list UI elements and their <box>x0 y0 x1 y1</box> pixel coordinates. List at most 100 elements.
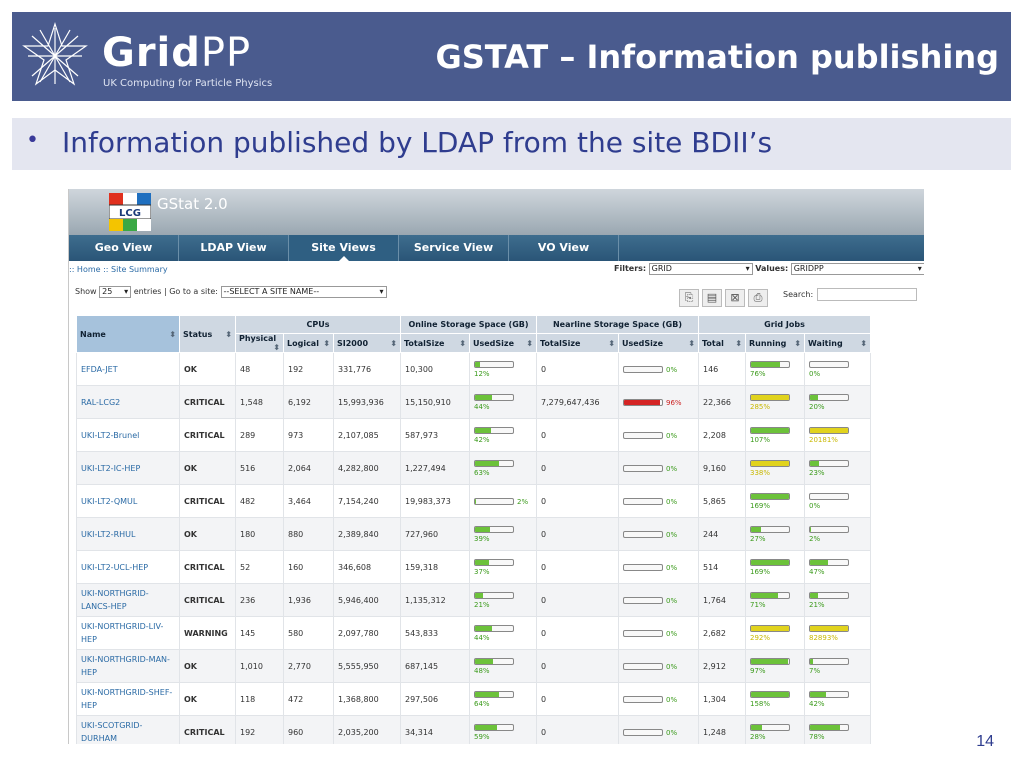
running-progress-bar <box>750 361 790 368</box>
waiting-progress-bar <box>809 526 849 533</box>
on-used-percent: 59% <box>474 733 490 741</box>
name-cell[interactable]: EFDA-JET <box>76 352 180 386</box>
waiting-cell: 78% <box>804 715 871 744</box>
col-logical[interactable]: Logical <box>283 333 334 353</box>
on-used-percent: 39% <box>474 535 490 543</box>
page-size-select[interactable]: 25 <box>99 286 132 298</box>
tab-service-view[interactable]: Service View <box>399 235 509 261</box>
name-cell[interactable]: UKI-NORTHGRID-LANCS-HEP <box>76 583 180 617</box>
table-row[interactable]: EFDA-JET OK 48 192 331,776 10,300 12% 0 0% 146 76%… <box>76 352 871 386</box>
name-cell[interactable]: UKI-LT2-IC-HEP <box>76 451 180 485</box>
col-online-used[interactable]: UsedSize <box>469 333 537 353</box>
on-used-progress-bar <box>474 625 514 632</box>
table-row[interactable]: UKI-LT2-Brunel CRITICAL 289 973 2,107,085 587… <box>76 418 871 452</box>
name-cell[interactable]: UKI-LT2-UCL-HEP <box>76 550 180 584</box>
name-cell[interactable]: UKI-LT2-QMUL <box>76 484 180 518</box>
col-nearline-used[interactable]: UsedSize <box>618 333 699 353</box>
logical-cell: 192 <box>283 352 334 386</box>
table-row[interactable]: UKI-LT2-RHUL OK 180 880 2,389,840 727,960 39% 0… <box>76 517 871 551</box>
running-progress-bar <box>750 559 790 566</box>
running-progress-bar <box>750 592 790 599</box>
name-cell[interactable]: RAL-LCG2 <box>76 385 180 419</box>
search-input[interactable] <box>817 288 918 301</box>
nl-used-bar-group: 0% <box>623 662 694 671</box>
name-cell[interactable]: UKI-NORTHGRID-SHEF-HEP <box>76 682 180 716</box>
table-row[interactable]: UKI-NORTHGRID-MAN-HEP OK 1,010 2,770 5,555,9… <box>76 649 871 683</box>
table-row[interactable]: UKI-LT2-UCL-HEP CRITICAL 52 160 346,608 159,3… <box>76 550 871 584</box>
on-used-bar-group: 42% <box>474 426 532 444</box>
logical-cell: 472 <box>283 682 334 716</box>
physical-cell: 192 <box>235 715 284 744</box>
tab-vo-view[interactable]: VO View <box>509 235 619 261</box>
running-bar-group: 169% <box>750 558 800 576</box>
table-row[interactable]: UKI-SCOTGRID-DURHAM CRITICAL 192 960 2,035,2… <box>76 715 871 744</box>
col-running[interactable]: Running <box>745 333 805 353</box>
tab-site-views[interactable]: Site Views <box>289 235 399 261</box>
values-select[interactable]: GRIDPP <box>790 263 924 275</box>
on-used-percent: 42% <box>474 436 490 444</box>
col-name[interactable]: Name <box>76 315 180 353</box>
on-used-progress-bar <box>474 691 514 698</box>
nl-used-cell: 0% <box>618 550 699 584</box>
nl-used-percent: 0% <box>666 662 678 671</box>
on-used-bar-group: 39% <box>474 525 532 543</box>
running-bar-group: 107% <box>750 426 800 444</box>
name-cell[interactable]: UKI-LT2-RHUL <box>76 517 180 551</box>
nl-used-cell: 0% <box>618 682 699 716</box>
logical-cell: 880 <box>283 517 334 551</box>
table-row[interactable]: UKI-NORTHGRID-LIV-HEP WARNING 145 580 2,097,… <box>76 616 871 650</box>
site-select[interactable]: --SELECT A SITE NAME-- <box>220 286 387 298</box>
running-percent: 292% <box>750 634 771 642</box>
table-row[interactable]: UKI-LT2-QMUL CRITICAL 482 3,464 7,154,240 19,… <box>76 484 871 518</box>
on-used-percent: 2% <box>517 497 529 506</box>
table-row[interactable]: UKI-LT2-IC-HEP OK 516 2,064 4,282,800 1,227,4… <box>76 451 871 485</box>
name-cell[interactable]: UKI-NORTHGRID-LIV-HEP <box>76 616 180 650</box>
copy-icon[interactable]: ⎘ <box>679 289 699 307</box>
breadcrumb[interactable]: :: Home :: Site Summary <box>69 265 168 274</box>
name-cell[interactable]: UKI-SCOTGRID-DURHAM <box>76 715 180 744</box>
waiting-progress-bar <box>809 493 849 500</box>
col-status[interactable]: Status <box>179 315 236 353</box>
on-total-cell: 543,833 <box>400 616 470 650</box>
logical-cell: 3,464 <box>283 484 334 518</box>
col-si2000[interactable]: SI2000 <box>333 333 401 353</box>
waiting-progress-bar <box>809 625 849 632</box>
jobs-total-cell: 244 <box>698 517 746 551</box>
jobs-total-cell: 5,865 <box>698 484 746 518</box>
logical-cell: 6,192 <box>283 385 334 419</box>
on-used-progress-bar <box>474 394 514 401</box>
nl-used-cell: 0% <box>618 715 699 744</box>
waiting-progress-bar <box>809 394 849 401</box>
waiting-progress-bar <box>809 592 849 599</box>
col-waiting[interactable]: Waiting <box>804 333 871 353</box>
bullet-icon: • <box>26 128 39 153</box>
physical-cell: 1,010 <box>235 649 284 683</box>
running-bar-group: 76% <box>750 360 800 378</box>
nl-used-percent: 0% <box>666 629 678 638</box>
logo-word-pp: PP <box>200 30 252 76</box>
nl-used-bar-group: 0% <box>623 728 694 737</box>
status-cell: CRITICAL <box>179 385 236 419</box>
on-used-progress-bar <box>474 592 514 599</box>
name-cell[interactable]: UKI-NORTHGRID-MAN-HEP <box>76 649 180 683</box>
name-cell[interactable]: UKI-LT2-Brunel <box>76 418 180 452</box>
running-percent: 97% <box>750 667 766 675</box>
table-row[interactable]: RAL-LCG2 CRITICAL 1,548 6,192 15,993,936 15,1… <box>76 385 871 419</box>
col-online-total[interactable]: TotalSize <box>400 333 470 353</box>
status-cell: OK <box>179 682 236 716</box>
tab-ldap-view[interactable]: LDAP View <box>179 235 289 261</box>
excel-icon[interactable]: ⊠ <box>725 289 745 307</box>
table-row[interactable]: UKI-NORTHGRID-LANCS-HEP CRITICAL 236 1,936 5… <box>76 583 871 617</box>
running-percent: 158% <box>750 700 771 708</box>
running-progress-fill <box>751 725 762 730</box>
print-icon[interactable]: ⎙ <box>748 289 768 307</box>
table-row[interactable]: UKI-NORTHGRID-SHEF-HEP OK 118 472 1,368,800 2… <box>76 682 871 716</box>
filter-select[interactable]: GRID <box>648 263 753 275</box>
col-jobs-total[interactable]: Total <box>698 333 746 353</box>
running-progress-fill <box>751 692 789 697</box>
waiting-percent: 23% <box>809 469 825 477</box>
tab-geo-view[interactable]: Geo View <box>69 235 179 261</box>
csv-icon[interactable]: ▤ <box>702 289 722 307</box>
col-physical[interactable]: Physical <box>235 333 284 353</box>
col-nearline-total[interactable]: TotalSize <box>536 333 619 353</box>
